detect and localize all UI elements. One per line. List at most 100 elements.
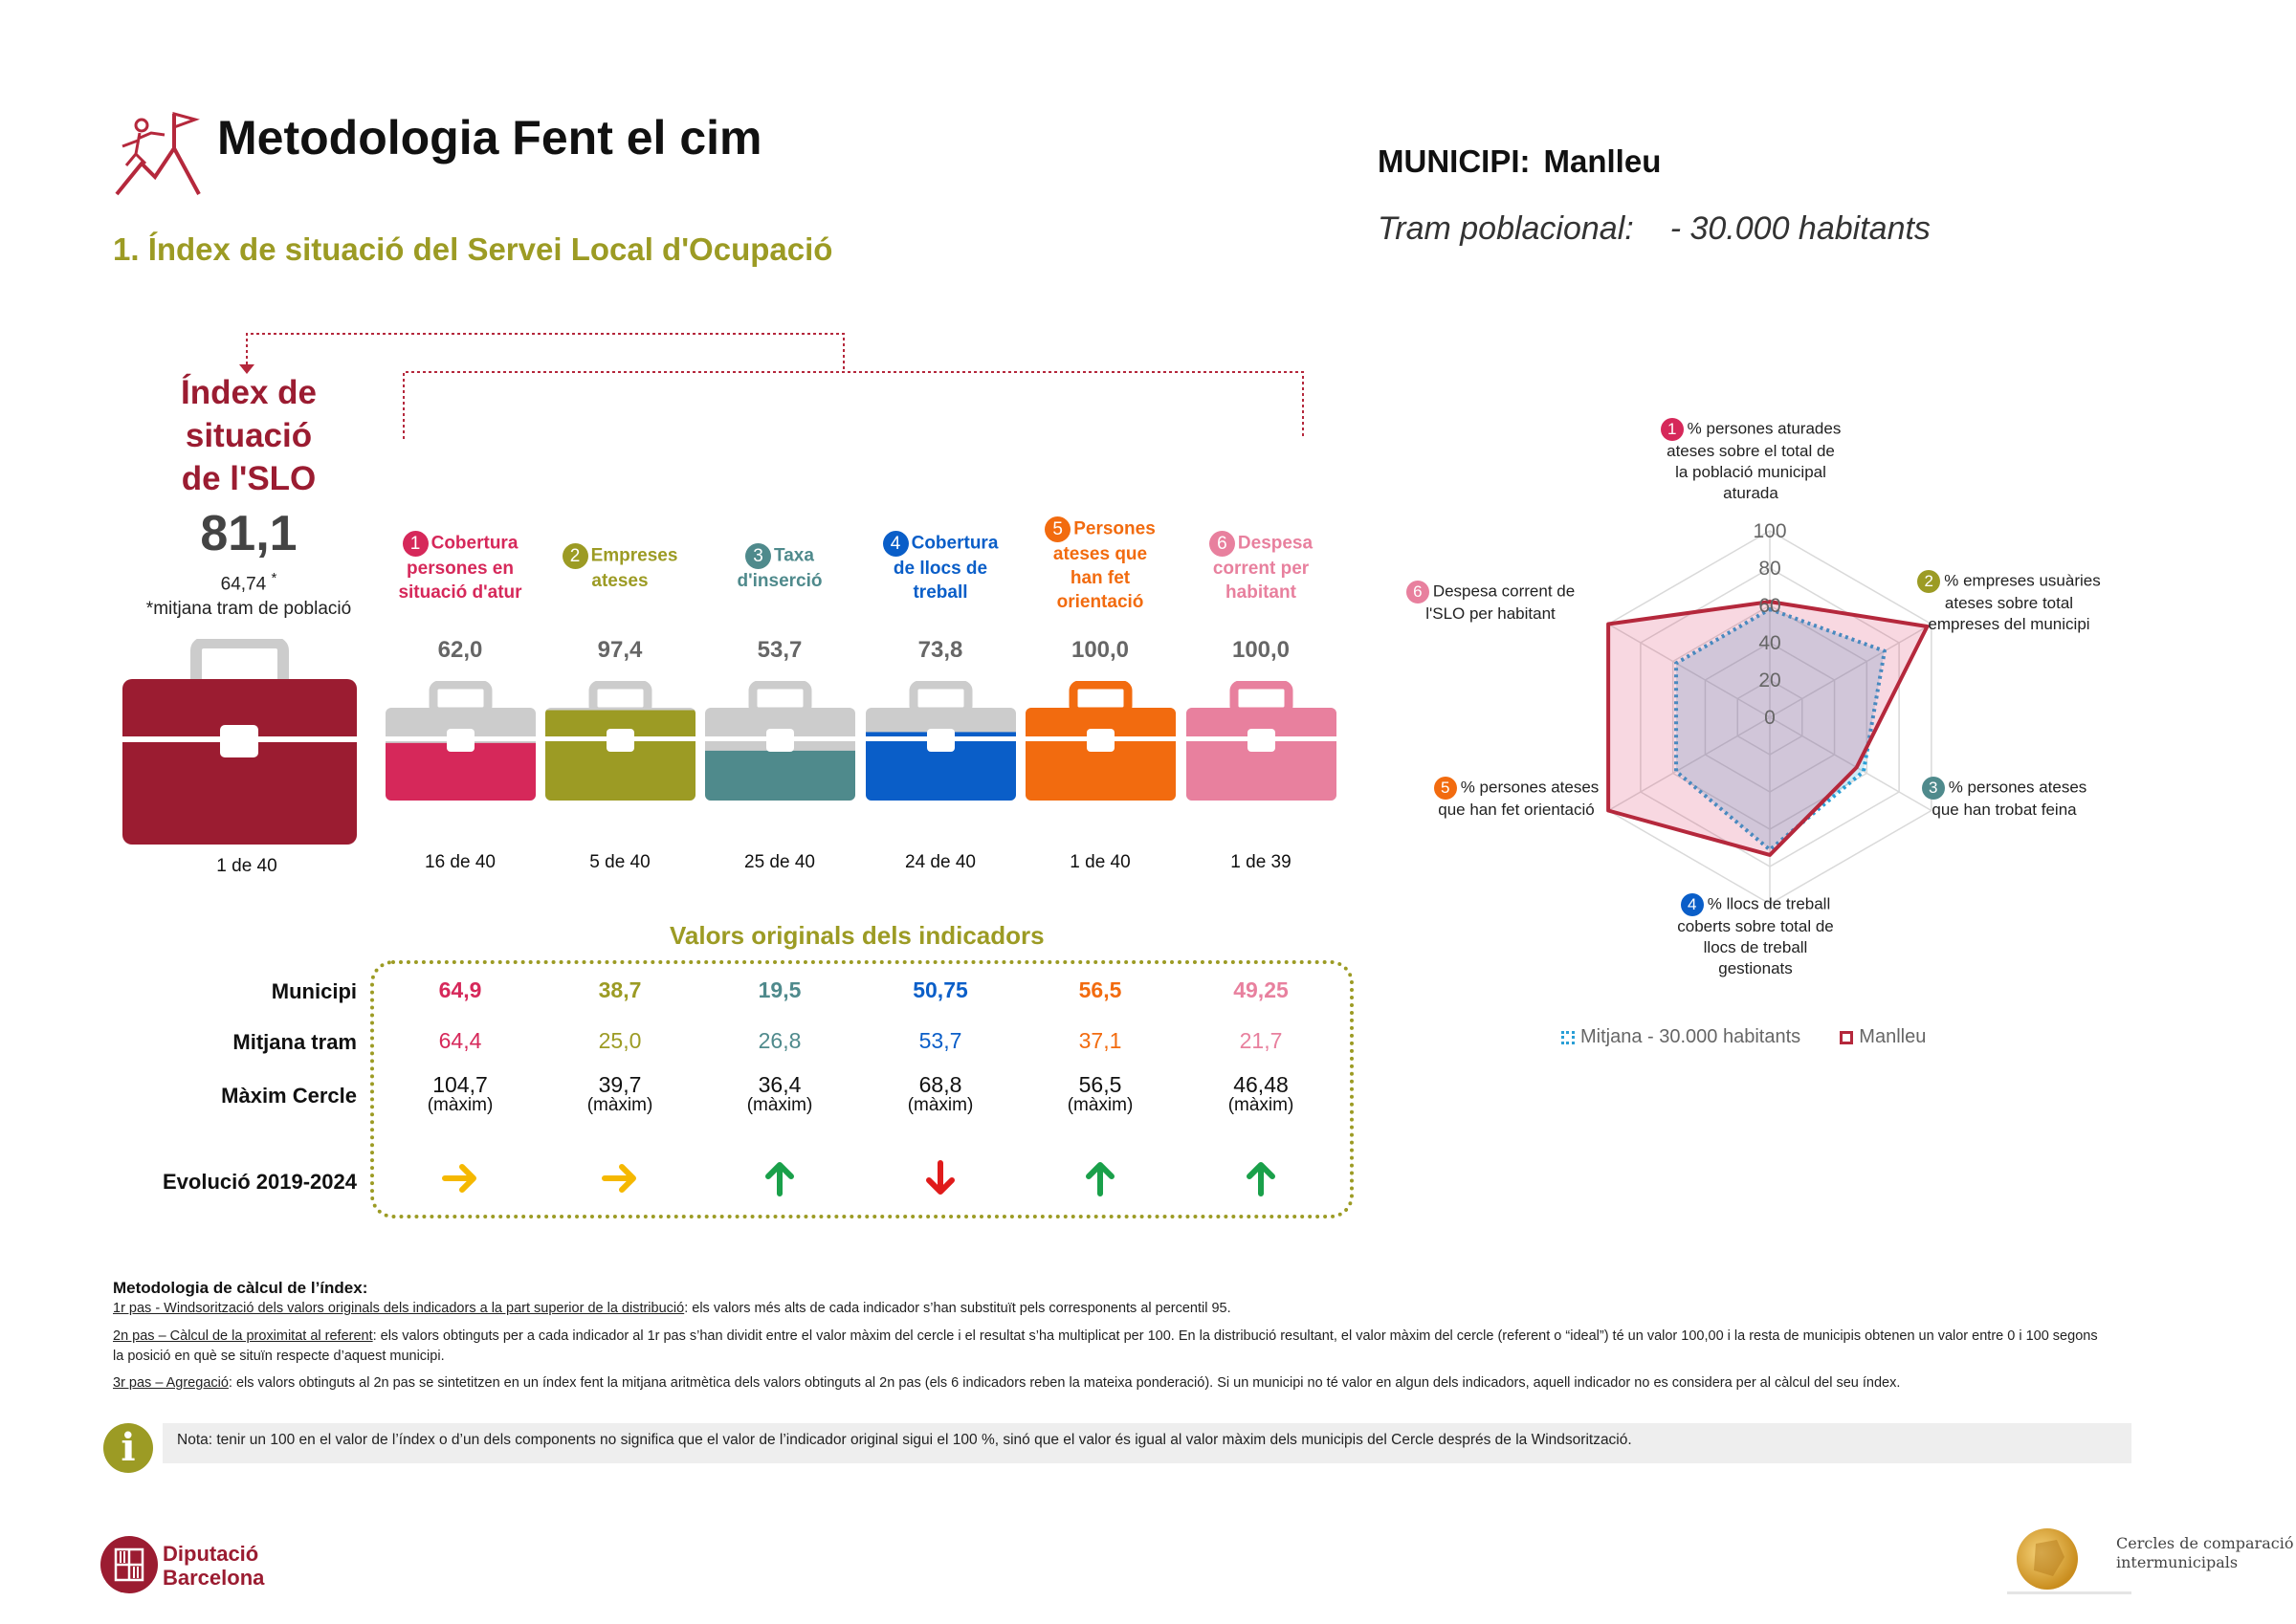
- radar-series-manlleu: [1606, 600, 1930, 857]
- component-number-badge: 3: [745, 543, 772, 569]
- maxim-suffix: (màxim): [907, 1095, 974, 1115]
- radar-axis-label-2: 2% empreses usuàries ateses sobre total em…: [1894, 570, 2124, 635]
- municipi-value: 38,7: [598, 977, 642, 1002]
- component-label-line: 2 Empreses: [548, 543, 692, 569]
- info-icon: i: [103, 1423, 153, 1473]
- climber-logo-icon: [115, 112, 201, 196]
- municipi-value: 50,75: [913, 977, 968, 1002]
- mitjana-value: 53,7: [918, 1028, 962, 1053]
- index-average-value: 64,74: [220, 574, 267, 595]
- arrow-right-icon: [442, 1164, 476, 1193]
- component-value-3: 53,7: [757, 637, 803, 663]
- component-label-line: han fet: [1070, 568, 1131, 588]
- component-number-badge: 4: [882, 531, 909, 557]
- arrow-right-icon: [602, 1164, 636, 1193]
- step-2-text: : els valors obtinguts per a cada indica…: [113, 1328, 2098, 1364]
- maxim-suffix: (màxim): [1227, 1095, 1294, 1115]
- radar-axis-label-line: gestionats: [1718, 959, 1793, 977]
- step-3-text: : els valors obtinguts al 2n pas se sint…: [228, 1375, 1901, 1391]
- step-1-text: : els valors més alts de cada indicador …: [684, 1301, 1231, 1316]
- component-label-4: 4 Cobertura de llocs de treball: [869, 531, 1012, 604]
- radar-axis-label-line: 6 Despesa corrent de: [1395, 581, 1586, 604]
- component-value-2: 97,4: [597, 637, 643, 663]
- maxim-value: 39,7 (màxim): [543, 1074, 696, 1116]
- radar-axis-label-line: la població municipal: [1675, 463, 1826, 481]
- radar-axis-label-1: 1% persones aturades ateses sobre el tota…: [1636, 418, 1866, 504]
- arrow-up-icon: [1086, 1162, 1115, 1196]
- radar-number-badge: 6: [1405, 581, 1429, 604]
- cercles-logo-text: Cercles de comparació intermunicipals: [2116, 1534, 2293, 1572]
- step-2-title: 2n pas – Càlcul de la proximitat al refe…: [113, 1328, 373, 1344]
- maxim-value: 36,4 (màxim): [703, 1074, 856, 1116]
- bracket-connector: [239, 333, 1304, 439]
- component-value-5: 100,0: [1071, 637, 1130, 663]
- component-label-1: 1 Cobertura persones en situació d'atur: [388, 531, 532, 604]
- radar-chart: 0 20 40 60 80 100: [1606, 520, 1932, 905]
- index-average-note: *mitjana tram de població: [145, 599, 352, 619]
- radar-tick-label: 60: [1758, 595, 1780, 617]
- legend-swatch-mitjana: [1561, 1030, 1575, 1044]
- radar-axis-label-line: ateses sobre el total de: [1667, 442, 1835, 460]
- municipi-value: Manlleu: [1543, 143, 1662, 179]
- note-bar: [163, 1423, 2131, 1463]
- component-label-line: treball: [913, 582, 968, 603]
- legend-label-manlleu: Manlleu: [1859, 1026, 1927, 1047]
- component-briefcase-icon: [1186, 681, 1336, 801]
- diputacio-logo-text: Diputació Barcelona: [163, 1542, 264, 1590]
- methodology-step-1: 1r pas - Windsorització dels valors orig…: [113, 1299, 2108, 1319]
- radar-axis-label-4: 4% llocs de treball coberts sobre total d…: [1645, 893, 1866, 979]
- radar-axis-label-line: l'SLO per habitant: [1425, 604, 1556, 623]
- maxim-suffix: (màxim): [586, 1095, 653, 1115]
- component-value-1: 62,0: [437, 637, 483, 663]
- radar-number-badge: 2: [1917, 570, 1941, 593]
- arrow-down-icon: [926, 1160, 955, 1195]
- index-title-line: Índex de: [181, 374, 317, 411]
- radar-axis-label-line: 1% persones aturades: [1636, 418, 1866, 441]
- radar-number-badge: 1: [1660, 418, 1684, 441]
- component-fill-bar: [386, 742, 536, 801]
- mitjana-value: 21,7: [1239, 1028, 1283, 1053]
- radar-axis-label-line: 2% empreses usuàries: [1894, 570, 2124, 593]
- note-text: Nota: tenir un 100 en el valor de l’índe…: [177, 1432, 1632, 1448]
- municipi-value: 56,5: [1078, 977, 1122, 1002]
- component-label-line: 6 Despesa: [1189, 531, 1333, 557]
- row-label-mitjana: Mitjana tram: [232, 1030, 357, 1054]
- index-title-line: situació: [185, 417, 313, 454]
- cercles-line-2: intermunicipals: [2116, 1553, 2239, 1571]
- radar-legend: Mitjana - 30.000 habitants Manlleu: [1561, 1026, 1926, 1048]
- step-3-title: 3r pas – Agregació: [113, 1375, 229, 1391]
- component-number-badge: 2: [562, 543, 588, 569]
- component-label-line: habitant: [1225, 582, 1296, 603]
- arrow-up-icon: [765, 1162, 794, 1196]
- index-title-line: de l'SLO: [181, 460, 317, 497]
- radar-axis-label-6: 6 Despesa corrent de l'SLO per habitant: [1395, 581, 1586, 625]
- component-rank-5: 1 de 40: [1070, 852, 1131, 872]
- row-label-municipi: Municipi: [271, 979, 357, 1003]
- radar-tick-label: 100: [1753, 520, 1786, 542]
- component-number-badge: 6: [1208, 531, 1235, 557]
- row-label-evolucio: Evolució 2019-2024: [162, 1170, 357, 1194]
- radar-axis-label-line: que han fet orientació: [1438, 801, 1595, 819]
- component-label-6: 6 Despesa corrent per habitant: [1189, 531, 1333, 604]
- index-briefcase-icon: [122, 639, 357, 845]
- component-fill-bar: [705, 750, 855, 801]
- component-rank-6: 1 de 39: [1230, 852, 1292, 872]
- component-number-badge: 1: [402, 531, 429, 557]
- radar-axis-label-line: aturada: [1723, 484, 1778, 502]
- page-title: Metodologia Fent el cim: [217, 111, 762, 165]
- component-briefcase-icon: [386, 681, 536, 801]
- legend-label-mitjana: Mitjana - 30.000 habitants: [1580, 1026, 1801, 1047]
- component-label-line: orientació: [1056, 592, 1144, 612]
- tram-label: Tram poblacional:: [1378, 210, 1634, 247]
- component-number-badge: 5: [1045, 516, 1071, 542]
- component-briefcase-icon: [705, 681, 855, 801]
- maxim-suffix: (màxim): [1067, 1095, 1134, 1115]
- logo-line-1: Diputació: [163, 1542, 259, 1566]
- component-label-2: 2 Empreses ateses: [548, 543, 692, 593]
- component-rank-2: 5 de 40: [589, 852, 651, 872]
- valors-box: [370, 960, 1354, 1218]
- index-average-mark: *: [271, 570, 277, 586]
- component-value-4: 73,8: [917, 637, 963, 663]
- maxim-value: 56,5 (màxim): [1024, 1074, 1177, 1116]
- index-title: Índex de situació de l'SLO: [144, 371, 354, 500]
